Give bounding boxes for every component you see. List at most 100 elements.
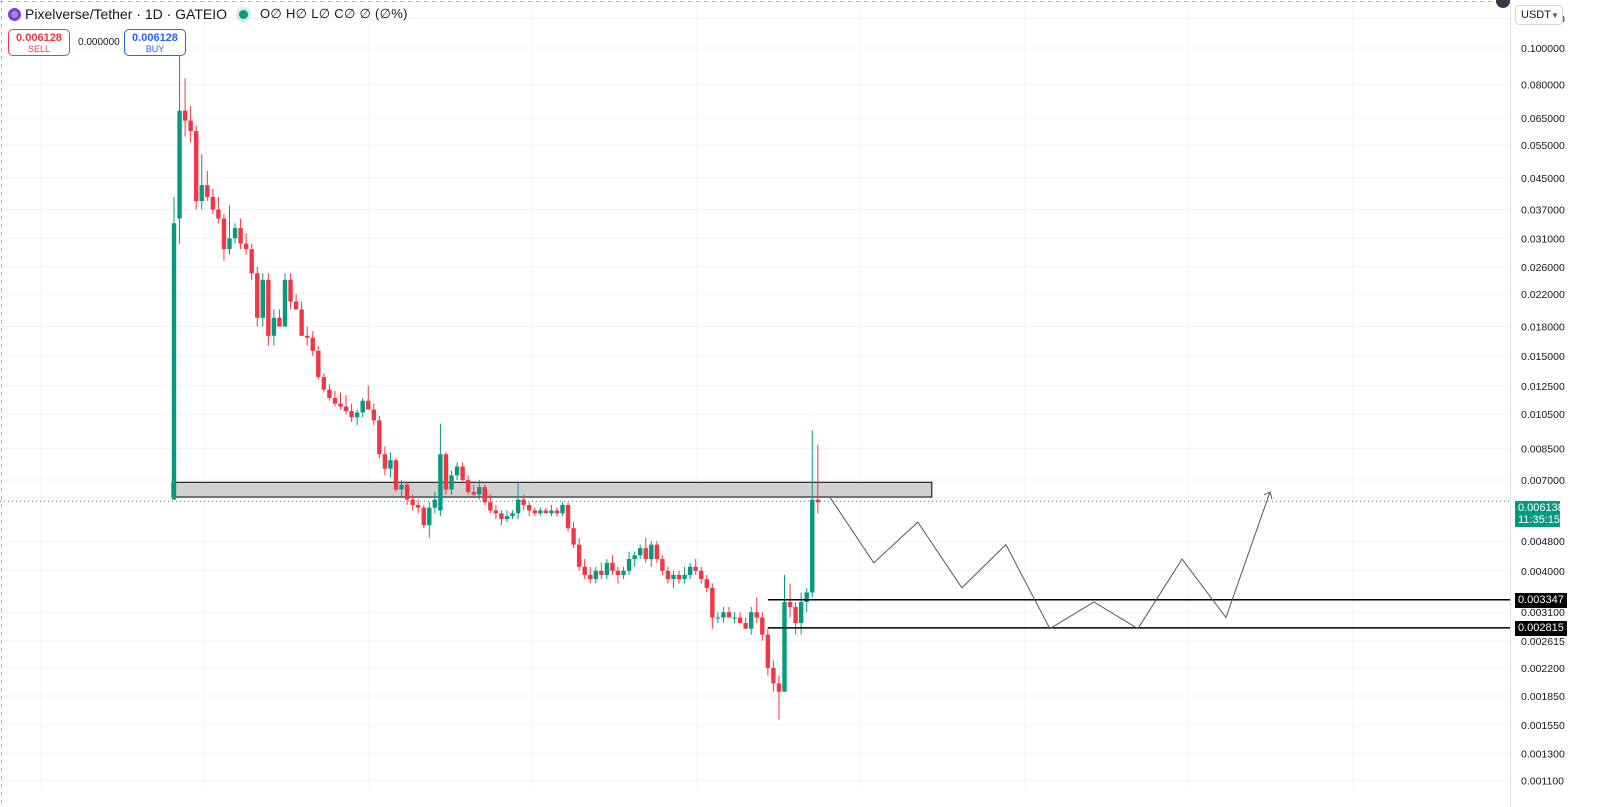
bar-countdown: 11:35:15 xyxy=(1518,514,1561,526)
symbol-title[interactable]: Pixelverse/Tether · 1D · GATEIO xyxy=(25,6,228,22)
candle-body xyxy=(654,544,660,560)
candle-body xyxy=(171,223,177,500)
candle-body xyxy=(349,411,354,418)
candle-body xyxy=(615,570,621,575)
candle-body xyxy=(216,209,221,219)
candle-body xyxy=(743,623,748,629)
projection-path xyxy=(829,491,1271,630)
y-tick-label: 0.022000 xyxy=(1521,289,1565,301)
pixelverse-logo-icon xyxy=(8,7,21,21)
candle-body xyxy=(504,516,510,520)
candle-body xyxy=(393,460,399,490)
y-tick-label: 0.004000 xyxy=(1521,566,1565,578)
candle-body xyxy=(710,587,715,618)
candle-body xyxy=(499,513,504,520)
candle-body xyxy=(438,454,443,511)
candle-body xyxy=(610,562,615,571)
candle-body xyxy=(776,683,782,692)
candle-body xyxy=(360,400,365,413)
candle-body xyxy=(532,510,537,514)
candle-body xyxy=(255,273,260,318)
candle-body xyxy=(399,484,404,490)
candle-body xyxy=(527,504,532,511)
buy-button[interactable]: 0.006128 BUY xyxy=(124,29,186,56)
candle-body xyxy=(232,228,238,239)
spread-value: 0.000000 xyxy=(78,37,120,48)
y-tick-label: 0.037000 xyxy=(1521,205,1565,217)
candle-body xyxy=(316,350,321,377)
candle-body xyxy=(454,466,460,476)
candle-body xyxy=(749,612,754,629)
candle-body xyxy=(549,510,554,514)
candle-body xyxy=(382,454,388,469)
y-tick-label: 0.002200 xyxy=(1521,663,1565,675)
candle-body xyxy=(338,403,343,407)
candle-body xyxy=(576,544,582,567)
candle-body xyxy=(649,544,654,560)
candle-body xyxy=(366,400,371,410)
candle-body xyxy=(571,528,576,545)
candle-body xyxy=(416,504,421,508)
candle-body xyxy=(227,238,232,250)
candle-body xyxy=(210,196,216,210)
candle-body xyxy=(632,555,637,560)
candle-body xyxy=(521,499,526,505)
candle-body xyxy=(488,502,493,511)
candle-body xyxy=(421,507,426,526)
candle-body xyxy=(432,499,438,508)
candle-body xyxy=(732,617,737,619)
candle-body xyxy=(787,602,793,608)
y-tick-label: 0.002615 xyxy=(1521,636,1565,648)
candle-body xyxy=(299,309,304,336)
candle-body xyxy=(343,406,349,412)
ohlc-values: O∅ H∅ L∅ C∅ ∅ (∅%) xyxy=(260,6,408,21)
candle-body xyxy=(604,562,610,575)
candle-body xyxy=(471,491,476,495)
y-tick-label: 0.003100 xyxy=(1521,607,1565,619)
candle-body xyxy=(810,499,815,593)
last-price-value: 0.006138 xyxy=(1518,502,1564,514)
candle-body xyxy=(804,592,809,603)
y-tick-label: 0.065000 xyxy=(1521,113,1565,125)
candle-body xyxy=(538,510,543,514)
y-tick-label: 0.010500 xyxy=(1521,409,1565,421)
sell-price: 0.006128 xyxy=(16,31,62,44)
candle-body xyxy=(199,185,204,201)
candle-body xyxy=(377,420,382,455)
candle-body xyxy=(665,570,671,580)
candle-body xyxy=(388,460,393,469)
candle-body xyxy=(643,548,648,560)
candle-body xyxy=(354,412,360,418)
candle-body xyxy=(515,499,521,514)
y-tick-label: 0.008500 xyxy=(1521,443,1565,455)
candle-body xyxy=(765,634,771,668)
y-tick-label: 0.031000 xyxy=(1521,233,1565,245)
candle-body xyxy=(560,504,565,514)
sell-button[interactable]: 0.006128 SELL xyxy=(8,29,70,56)
candle-body xyxy=(293,301,299,310)
candle-body xyxy=(588,574,593,580)
candle-body xyxy=(205,185,210,197)
candle-body xyxy=(737,617,743,624)
candle-body xyxy=(371,409,376,421)
candle-body xyxy=(188,120,193,132)
y-tick-label: 0.018000 xyxy=(1521,322,1565,334)
chevron-down-icon: ▼ xyxy=(1550,10,1559,20)
y-tick-label: 0.004800 xyxy=(1521,536,1565,548)
candle-body xyxy=(626,559,632,571)
candle-body xyxy=(260,279,265,318)
candle-body xyxy=(638,548,643,556)
buy-price: 0.006128 xyxy=(132,31,178,44)
currency-selector[interactable]: USDT ▼ xyxy=(1515,5,1563,25)
y-tick-label: 0.045000 xyxy=(1521,173,1565,185)
buy-label: BUY xyxy=(145,43,165,54)
settings-icon[interactable] xyxy=(1496,0,1510,8)
candle-body xyxy=(238,228,243,244)
candle-body xyxy=(410,499,415,505)
candle-body xyxy=(671,574,676,580)
candle-body xyxy=(177,110,182,219)
candle-body xyxy=(798,602,804,624)
market-status-dot-icon xyxy=(239,9,249,19)
candle-body xyxy=(510,513,515,517)
